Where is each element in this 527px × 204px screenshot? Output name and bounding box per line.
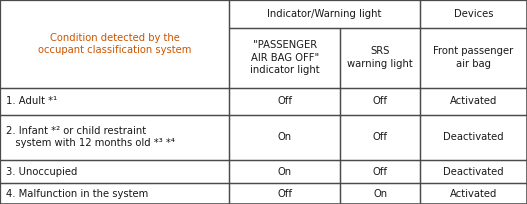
Bar: [0, 88, 229, 115]
Bar: [420, 183, 527, 204]
Text: Off: Off: [373, 167, 388, 177]
Bar: [340, 160, 420, 183]
Text: On: On: [373, 189, 387, 199]
Bar: [229, 183, 340, 204]
Bar: [420, 28, 527, 88]
Text: Deactivated: Deactivated: [443, 167, 504, 177]
Text: Devices: Devices: [454, 9, 493, 19]
Bar: [340, 28, 420, 88]
Text: Activated: Activated: [450, 189, 497, 199]
Bar: [340, 115, 420, 160]
Bar: [0, 115, 229, 160]
Text: Off: Off: [277, 96, 292, 106]
Text: Off: Off: [277, 189, 292, 199]
Text: On: On: [278, 167, 292, 177]
Bar: [0, 160, 229, 183]
Bar: [420, 115, 527, 160]
Text: "PASSENGER
AIR BAG OFF"
indicator light: "PASSENGER AIR BAG OFF" indicator light: [250, 40, 320, 75]
Bar: [0, 0, 229, 88]
Text: 4. Malfunction in the system: 4. Malfunction in the system: [6, 189, 149, 199]
Bar: [340, 183, 420, 204]
Bar: [0, 183, 229, 204]
Bar: [229, 0, 420, 28]
Text: Indicator/Warning light: Indicator/Warning light: [267, 9, 382, 19]
Text: Activated: Activated: [450, 96, 497, 106]
Bar: [229, 160, 340, 183]
Bar: [229, 115, 340, 160]
Text: Front passenger
air bag: Front passenger air bag: [433, 47, 514, 69]
Text: Condition detected by the
occupant classification system: Condition detected by the occupant class…: [38, 33, 191, 55]
Text: Off: Off: [373, 96, 388, 106]
Text: SRS
warning light: SRS warning light: [347, 47, 413, 69]
Text: 1. Adult *¹: 1. Adult *¹: [6, 96, 57, 106]
Bar: [420, 88, 527, 115]
Text: 2. Infant *² or child restraint
   system with 12 months old *³ *⁴: 2. Infant *² or child restraint system w…: [6, 126, 175, 149]
Bar: [340, 88, 420, 115]
Text: 3. Unoccupied: 3. Unoccupied: [6, 167, 77, 177]
Text: On: On: [278, 132, 292, 142]
Bar: [229, 28, 340, 88]
Text: Off: Off: [373, 132, 388, 142]
Bar: [229, 88, 340, 115]
Text: Deactivated: Deactivated: [443, 132, 504, 142]
Bar: [420, 160, 527, 183]
Bar: [420, 0, 527, 28]
